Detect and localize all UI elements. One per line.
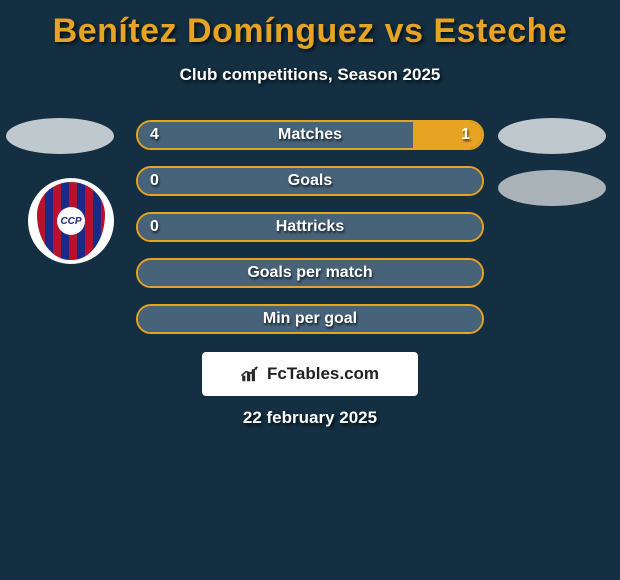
badge-circle: CCP: [28, 178, 114, 264]
stat-row-right-value: 1: [461, 122, 470, 148]
player-right-avatar-1: [498, 118, 606, 154]
badge-monogram: CCP: [57, 207, 85, 235]
stat-row: Min per goal: [136, 304, 484, 334]
brand-icon: [241, 366, 261, 382]
page-subtitle: Club competitions, Season 2025: [0, 65, 620, 85]
player-right-avatar-2: [498, 170, 606, 206]
stat-row-label: Hattricks: [138, 214, 482, 240]
footer-date: 22 february 2025: [0, 408, 620, 428]
brand-box: FcTables.com: [202, 352, 418, 396]
stat-row-label: Goals per match: [138, 260, 482, 286]
stat-row-label: Goals: [138, 168, 482, 194]
stat-row-left-value: 0: [150, 168, 159, 194]
stat-row: Goals per match: [136, 258, 484, 288]
stat-row-label: Matches: [138, 122, 482, 148]
page-title: Benítez Domínguez vs Esteche: [0, 0, 620, 51]
stat-row: Goals0: [136, 166, 484, 196]
stat-row-label: Min per goal: [138, 306, 482, 332]
player-left-avatar: [6, 118, 114, 154]
stat-row: Matches4 1: [136, 120, 484, 150]
stat-row-left-value: 0: [150, 214, 159, 240]
player-left-club-badge: CCP: [28, 178, 114, 278]
stat-row: Hattricks0: [136, 212, 484, 242]
badge-stripes: CCP: [37, 182, 105, 260]
brand-text: FcTables.com: [267, 364, 379, 384]
stat-row-left-value: 4: [150, 122, 159, 148]
